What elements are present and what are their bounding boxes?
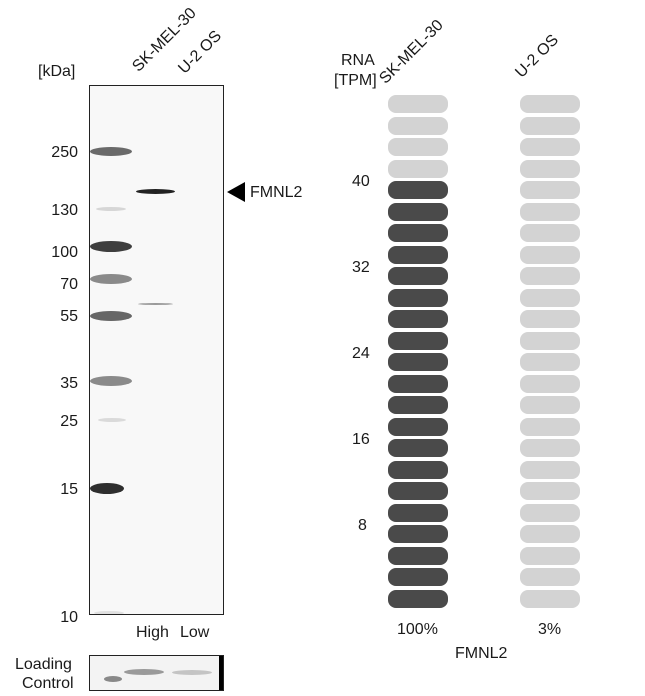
ladder-band-10: [94, 611, 124, 614]
ladder-band-70: [90, 274, 132, 284]
rna-unit: [388, 159, 448, 178]
rna-unit: [388, 589, 448, 608]
loading-band-ladder: [104, 676, 122, 682]
rna-unit: [520, 159, 580, 178]
rna-unit: [388, 245, 448, 264]
rna-header-line1: RNA: [341, 52, 375, 69]
target-arrow-icon: [227, 182, 245, 202]
rna-unit: [520, 589, 580, 608]
rna-percent-sk-mel-30: 100%: [397, 621, 438, 638]
rna-unit: [520, 331, 580, 350]
rna-unit: [520, 568, 580, 586]
rna-unit: [388, 396, 448, 414]
rna-tick-32: 32: [352, 259, 370, 276]
rna-unit: [520, 417, 580, 436]
ladder-band-250: [90, 147, 132, 156]
rna-unit: [388, 568, 448, 586]
fmnl2-band-sk-mel-30: [136, 189, 175, 194]
ladder-band-35: [90, 376, 132, 386]
rna-unit: [520, 245, 580, 264]
rna-unit: [388, 417, 448, 436]
rna-cell-line-u2os: U-2 OS: [512, 31, 563, 82]
target-label: FMNL2: [250, 184, 303, 201]
ladder-band-25: [98, 418, 126, 422]
rna-unit: [520, 460, 580, 479]
rna-unit: [520, 353, 580, 371]
rna-unit: [388, 482, 448, 500]
ladder-band-100: [90, 241, 132, 252]
rna-unit: [520, 482, 580, 500]
rna-unit: [388, 310, 448, 328]
loading-edge-bar: [219, 656, 223, 690]
rna-tick-16: 16: [352, 431, 370, 448]
loading-band-sk-mel-30: [124, 669, 164, 675]
loading-control-blot: [89, 655, 224, 691]
mw-marker-10: 10: [60, 609, 78, 626]
mw-marker-70: 70: [60, 276, 78, 293]
rna-unit: [388, 267, 448, 285]
rna-unit: [520, 546, 580, 565]
rna-unit: [520, 267, 580, 285]
rna-unit: [520, 310, 580, 328]
mw-marker-35: 35: [60, 375, 78, 392]
rna-unit: [520, 439, 580, 457]
mw-marker-250: 250: [51, 144, 78, 161]
ladder-band-15: [90, 483, 124, 494]
rna-unit: [388, 116, 448, 135]
rna-unit: [520, 288, 580, 307]
rna-bar-u2os: [520, 95, 580, 611]
rna-unit: [388, 224, 448, 242]
rna-unit: [520, 396, 580, 414]
rna-unit: [520, 202, 580, 221]
loading-band-u2os: [172, 670, 212, 675]
mw-marker-130: 130: [51, 202, 78, 219]
rna-unit: [388, 546, 448, 565]
minor-band-sk-mel-30: [138, 303, 173, 305]
rna-gene-label: FMNL2: [455, 645, 508, 662]
rna-header-line2: [TPM]: [334, 72, 377, 89]
rna-unit: [388, 181, 448, 199]
western-blot-membrane: [89, 85, 224, 615]
rna-unit: [388, 439, 448, 457]
rna-unit: [520, 138, 580, 156]
rna-unit: [388, 374, 448, 393]
rna-unit: [520, 525, 580, 543]
rna-unit: [388, 525, 448, 543]
rna-unit: [520, 95, 580, 113]
ladder-band-55: [90, 311, 132, 321]
rna-unit: [388, 353, 448, 371]
rna-unit: [520, 224, 580, 242]
mw-marker-100: 100: [51, 244, 78, 261]
rna-unit: [388, 202, 448, 221]
rna-tick-40: 40: [352, 173, 370, 190]
rna-tick-24: 24: [352, 345, 370, 362]
rna-unit: [520, 116, 580, 135]
mw-marker-25: 25: [60, 413, 78, 430]
rna-percent-u2os: 3%: [538, 621, 562, 638]
rna-unit: [388, 460, 448, 479]
rna-unit: [388, 331, 448, 350]
mw-marker-55: 55: [60, 308, 78, 325]
rna-unit: [388, 138, 448, 156]
rna-unit: [520, 374, 580, 393]
loading-control-label-line1: Loading: [15, 656, 72, 673]
rna-unit: [520, 503, 580, 522]
loading-control-label-line2: Control: [22, 675, 74, 692]
expression-label-high: High: [136, 624, 169, 641]
ladder-band-130: [96, 207, 126, 211]
rna-unit: [520, 181, 580, 199]
rna-unit: [388, 288, 448, 307]
expression-label-low: Low: [180, 624, 210, 641]
mw-marker-15: 15: [60, 481, 78, 498]
rna-bar-sk-mel-30: [388, 95, 448, 611]
rna-cell-line-sk-mel-30: SK-MEL-30: [376, 16, 447, 88]
rna-unit: [388, 503, 448, 522]
rna-unit: [388, 95, 448, 113]
kda-label: [kDa]: [38, 63, 76, 80]
rna-tick-8: 8: [358, 517, 367, 534]
